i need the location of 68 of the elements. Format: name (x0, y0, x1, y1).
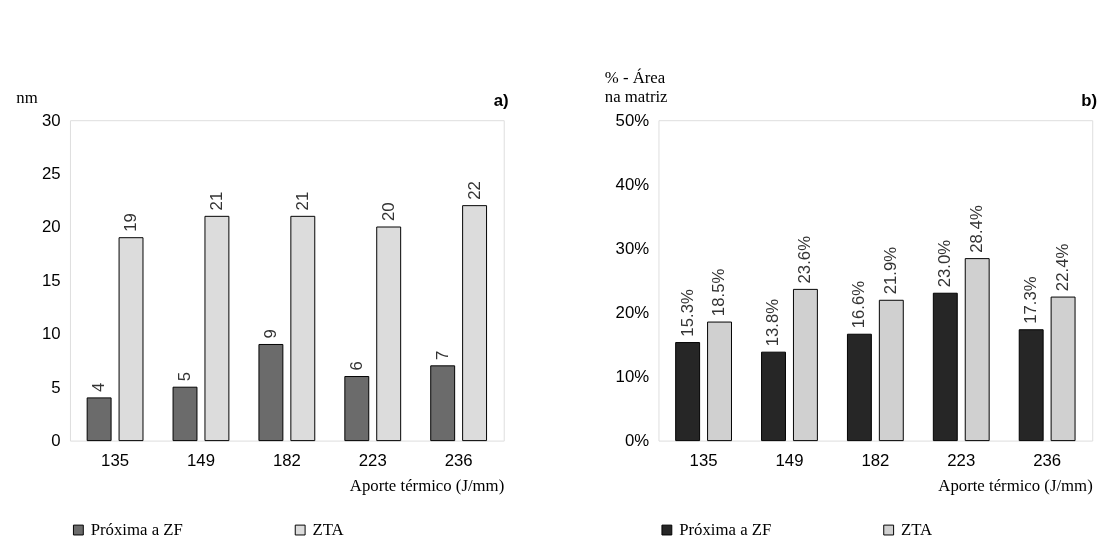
bar (344, 376, 370, 442)
data-label: 7 (432, 350, 452, 360)
x-tick-label: 135 (689, 450, 718, 470)
bar (1018, 329, 1044, 442)
bar (258, 343, 284, 442)
y-tick-label: 0% (624, 431, 650, 451)
bar (430, 365, 456, 442)
bar (964, 258, 990, 442)
y-axis-title: % - Área na matriz (604, 68, 668, 106)
y-tick-label: 10% (615, 366, 650, 386)
bar (792, 288, 818, 442)
bar (707, 321, 732, 442)
y-tick-label: 20% (615, 302, 650, 322)
y-tick-label: 25 (41, 164, 61, 184)
x-tick-label: 182 (861, 450, 890, 470)
y-axis-title: nm (16, 87, 38, 107)
data-label: 15.3% (677, 289, 697, 337)
y-tick-label: 5 (51, 377, 61, 397)
y-tick-label: 10 (41, 324, 61, 344)
bar (172, 386, 198, 442)
legend-label: Próxima a ZF (90, 519, 183, 539)
x-tick-label: 236 (1033, 450, 1062, 470)
y-tick-label: 40% (615, 174, 650, 194)
data-label: 4 (89, 382, 109, 392)
y-tick-label: 30% (615, 238, 650, 258)
bar (761, 351, 786, 442)
y-tick-label: 20 (41, 217, 61, 237)
text: a) (493, 91, 509, 111)
x-tick-label: 236 (444, 450, 473, 470)
x-tick-label: 223 (947, 450, 976, 470)
data-label: 28.4% (967, 205, 987, 253)
bar (878, 299, 904, 442)
y-tick-label: 50% (615, 110, 650, 130)
bar (846, 333, 872, 442)
data-label: 6 (346, 361, 366, 371)
legend-label: ZTA (312, 519, 344, 539)
text: b) (1081, 91, 1098, 111)
data-label: 23.0% (935, 239, 955, 288)
bar (1050, 296, 1076, 442)
data-label: 17.3% (1021, 276, 1041, 324)
y-tick-label: 30 (41, 110, 61, 130)
x-axis-title: Aporte térmico (J/mm) (349, 476, 505, 496)
x-tick-label: 149 (186, 450, 215, 470)
y-tick-label: 15 (41, 270, 61, 290)
legend-label: ZTA (900, 519, 933, 539)
data-label: 22 (464, 181, 484, 200)
data-label: 22.4% (1053, 243, 1073, 292)
x-tick-label: 149 (775, 450, 804, 470)
bar (675, 342, 701, 442)
data-label: 19 (120, 213, 140, 232)
x-tick-label: 182 (272, 450, 301, 470)
x-tick-label: 223 (358, 450, 387, 470)
legend-label: Próxima a ZF (679, 519, 772, 539)
data-label: 20 (378, 202, 398, 222)
bar (86, 397, 112, 442)
data-label: 18.5% (709, 268, 729, 317)
data-label: 13.8% (763, 298, 783, 347)
data-label: 5 (174, 371, 194, 382)
data-label: 21 (292, 191, 312, 211)
x-tick-label: 135 (101, 450, 130, 470)
data-label: 9 (260, 329, 280, 339)
x-axis-title: Aporte térmico (J/mm) (938, 476, 1093, 496)
data-label: 16.6% (849, 280, 869, 329)
y-tick-label: 0 (51, 431, 61, 451)
bar (932, 292, 958, 442)
data-label: 21 (206, 191, 226, 211)
data-label: 23.6% (795, 235, 815, 284)
data-label: 21.9% (881, 246, 901, 295)
